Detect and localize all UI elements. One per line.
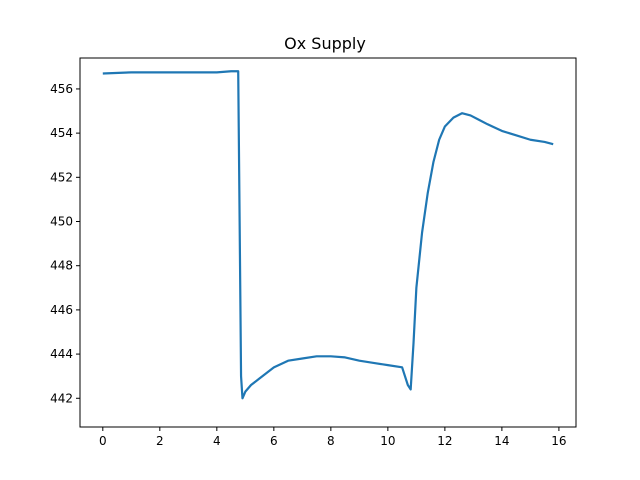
x-tick-label: 10 bbox=[380, 434, 395, 448]
x-tick-label: 16 bbox=[551, 434, 566, 448]
series-layer bbox=[102, 70, 554, 400]
series-line-0 bbox=[102, 70, 554, 400]
y-tick-label: 456 bbox=[50, 82, 73, 96]
chart-title: Ox Supply bbox=[284, 34, 366, 53]
x-tick-label: 8 bbox=[327, 434, 335, 448]
y-tick-label: 444 bbox=[50, 347, 73, 361]
plot-area bbox=[102, 70, 554, 400]
x-tick-label: 12 bbox=[437, 434, 452, 448]
x-axis: 0 2 4 6 8 10 12 14 16 bbox=[99, 427, 567, 448]
x-tick-label: 2 bbox=[156, 434, 164, 448]
y-tick-label: 442 bbox=[50, 391, 73, 405]
plot-frame bbox=[79, 57, 577, 428]
y-tick-label: 454 bbox=[50, 126, 73, 140]
y-tick-label: 448 bbox=[50, 259, 73, 273]
y-tick-label: 450 bbox=[50, 215, 73, 229]
x-tick-label: 4 bbox=[213, 434, 221, 448]
x-tick-label: 14 bbox=[494, 434, 509, 448]
x-tick-label: 6 bbox=[270, 434, 278, 448]
y-tick-label: 446 bbox=[50, 303, 73, 317]
y-tick-label: 452 bbox=[50, 170, 73, 184]
y-axis: 442 444 446 448 450 452 454 456 bbox=[50, 82, 80, 405]
x-tick-label: 0 bbox=[99, 434, 107, 448]
